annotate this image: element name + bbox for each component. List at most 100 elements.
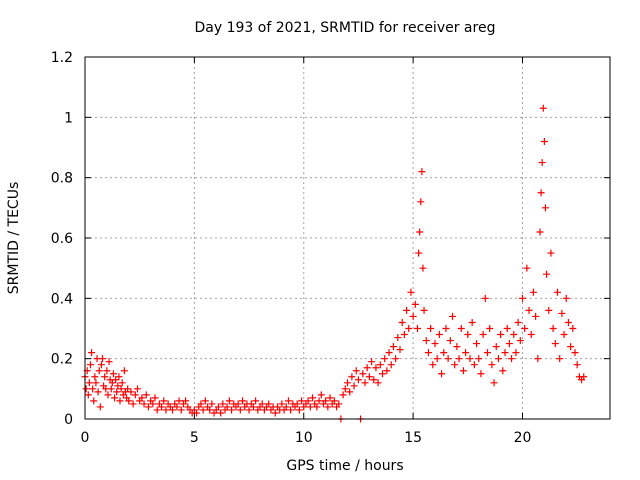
data-point	[108, 379, 116, 387]
data-point	[466, 355, 474, 363]
data-point	[418, 168, 426, 176]
x-tick-label: 15	[404, 430, 422, 446]
data-point	[341, 385, 349, 393]
data-point	[208, 400, 216, 408]
data-point	[346, 388, 354, 396]
data-point	[370, 376, 378, 384]
data-point	[433, 355, 441, 363]
data-point	[484, 349, 491, 357]
data-point	[459, 367, 467, 375]
data-point	[330, 397, 338, 405]
data-point	[142, 391, 150, 399]
data-point	[580, 373, 588, 381]
data-point	[293, 400, 301, 408]
data-point	[365, 373, 373, 381]
data-point	[372, 364, 380, 372]
data-point	[265, 400, 273, 408]
data-point	[91, 373, 99, 381]
data-point	[193, 409, 201, 417]
data-point	[457, 325, 465, 332]
data-point	[376, 361, 384, 369]
data-point	[532, 312, 540, 320]
x-tick-label: 0	[81, 430, 90, 446]
data-point	[84, 391, 92, 399]
data-point	[115, 373, 123, 381]
data-point	[462, 349, 470, 357]
data-point	[101, 373, 109, 381]
data-point	[455, 355, 463, 363]
data-point	[239, 397, 246, 405]
data-point	[85, 379, 93, 387]
data-point	[562, 294, 570, 302]
data-point	[201, 397, 209, 405]
axis-ticks: 0 5 10 15 20 0 0.2 0.4 0.6 0.8 1 1.2	[51, 50, 610, 446]
data-point	[131, 391, 139, 399]
data-point	[140, 400, 148, 408]
data-point	[153, 406, 161, 414]
data-point	[547, 249, 555, 257]
data-point	[549, 325, 557, 332]
data-point	[295, 406, 303, 414]
data-point	[175, 397, 183, 405]
data-point	[477, 370, 485, 378]
data-point	[453, 343, 461, 351]
data-point	[536, 228, 544, 236]
data-point	[392, 355, 400, 363]
data-point	[494, 355, 502, 363]
data-point	[440, 349, 448, 357]
data-point	[278, 400, 286, 408]
data-point	[258, 400, 266, 408]
data-point	[403, 306, 411, 314]
y-tick-label: 1	[64, 110, 73, 126]
data-points	[81, 104, 588, 423]
data-point	[490, 379, 498, 387]
data-point	[99, 355, 106, 363]
data-point	[521, 325, 529, 332]
data-point	[322, 397, 330, 405]
data-point	[234, 400, 242, 408]
data-point	[419, 264, 427, 272]
data-point	[497, 331, 505, 339]
data-point	[199, 406, 207, 414]
data-point	[486, 325, 494, 332]
data-point	[573, 361, 581, 369]
data-point	[158, 403, 166, 411]
data-point	[348, 373, 356, 381]
y-axis-label: SRMTID / TECUs	[6, 182, 22, 295]
data-point	[219, 400, 227, 408]
data-point	[90, 397, 98, 405]
data-point	[438, 370, 446, 378]
data-point	[473, 340, 481, 348]
data-point	[151, 394, 159, 402]
data-point	[252, 397, 260, 405]
data-point	[556, 355, 564, 363]
data-point	[446, 337, 454, 345]
data-point	[177, 406, 185, 414]
data-point	[479, 331, 487, 339]
data-point	[284, 397, 292, 405]
data-point	[236, 406, 244, 414]
data-point	[510, 331, 518, 339]
data-point	[560, 331, 568, 339]
data-point	[571, 349, 579, 357]
data-point	[114, 382, 122, 390]
data-point	[95, 367, 103, 375]
data-point	[481, 294, 489, 302]
data-point	[354, 376, 362, 384]
data-point	[501, 349, 509, 357]
data-point	[416, 228, 424, 236]
data-point	[298, 397, 306, 405]
y-tick-label: 0.8	[51, 171, 73, 187]
data-point	[442, 325, 450, 332]
data-point	[361, 379, 369, 387]
data-point	[313, 403, 321, 411]
x-axis-label: GPS time / hours	[286, 458, 403, 474]
data-point	[385, 349, 393, 357]
data-point	[352, 367, 360, 375]
data-point	[86, 361, 94, 369]
data-point	[516, 337, 524, 345]
data-point	[422, 337, 430, 345]
data-point	[113, 388, 121, 396]
data-point	[109, 370, 117, 378]
